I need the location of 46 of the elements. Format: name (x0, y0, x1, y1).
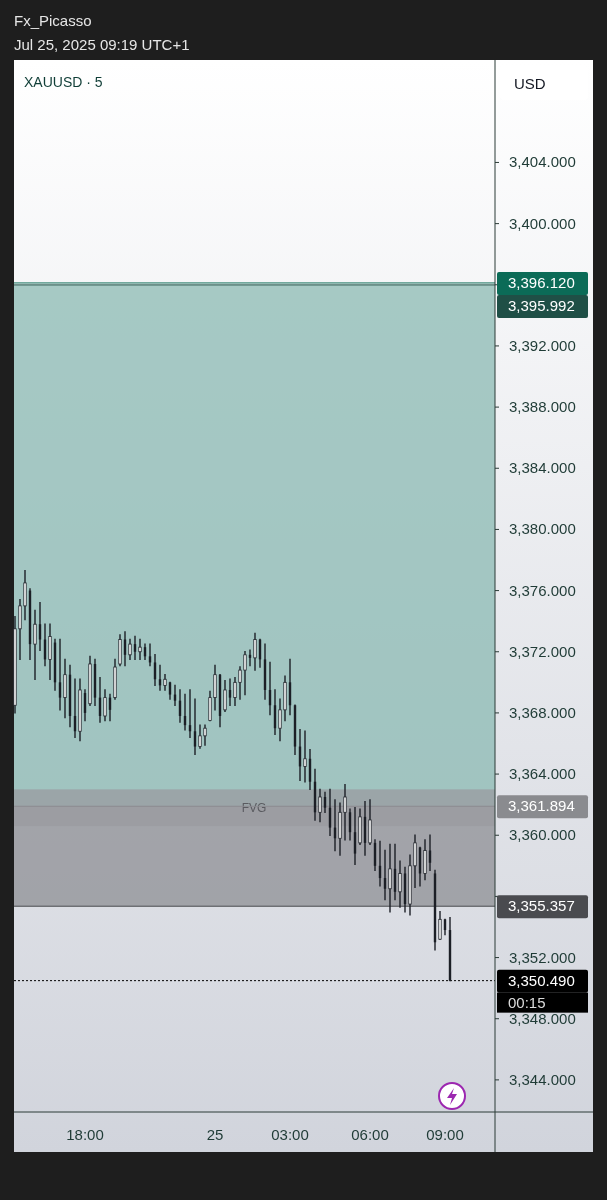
band-label: FVG (241, 800, 267, 815)
candlestick (223, 680, 227, 713)
candlestick (48, 623, 52, 680)
y-tick-label: 3,376.000 (509, 581, 576, 599)
y-tick-label: 3,368.000 (509, 703, 576, 721)
candlestick (63, 658, 67, 719)
candlestick (33, 609, 37, 680)
y-tick-label: 3,372.000 (509, 642, 576, 660)
text: XAUUSD · 5 (24, 74, 103, 90)
candlestick (438, 910, 442, 940)
x-tick-label: 09:00 (426, 1126, 464, 1143)
candlestick (103, 689, 107, 722)
y-tick-label: 3,364.000 (509, 765, 576, 783)
y-tick-label: 3,352.000 (509, 948, 576, 966)
x-tick-label: 18:00 (66, 1126, 104, 1143)
x-tick-label: 25 (206, 1126, 224, 1143)
candlestick (138, 638, 142, 661)
candlestick (318, 788, 322, 823)
ref-line-label: 3,361.894 (508, 797, 575, 815)
candlestick (163, 673, 167, 691)
y-tick-label: 3,348.000 (509, 1009, 576, 1027)
y-tick-label: 3,380.000 (509, 520, 576, 538)
x-tick-label: 03:00 (271, 1126, 309, 1143)
candlestick (253, 632, 257, 671)
candlestick (423, 839, 427, 881)
candlestick (398, 860, 402, 908)
ref-line-label: 3,395.992 (508, 296, 575, 314)
y-tick-label: 3,384.000 (509, 459, 576, 477)
text: Jul 25, 2025 09:19 UTC+1 (14, 36, 190, 53)
y-tick-label: 3,360.000 (509, 826, 576, 844)
y-tick-label: 3,400.000 (509, 214, 576, 232)
y-tick-label: 3,344.000 (509, 1070, 576, 1088)
y-axis-title: USD (514, 75, 546, 92)
ref-line-label: 3,355.357 (508, 897, 575, 915)
candlestick (368, 799, 372, 846)
ref-line-label: 3,396.120 (508, 273, 575, 291)
candlestick (128, 638, 132, 661)
x-tick-label: 06:00 (351, 1126, 389, 1143)
chart-subtitle: Fx_Picasso (14, 12, 92, 29)
y-tick-label: 3,388.000 (509, 398, 576, 416)
candlestick (303, 730, 307, 783)
ref-line-label: 3,350.490 (508, 971, 575, 989)
y-tick-label: 3,404.000 (509, 153, 576, 171)
text: 00:15 (508, 993, 546, 1011)
y-tick-label: 3,392.000 (509, 336, 576, 354)
candlestick (388, 843, 392, 913)
